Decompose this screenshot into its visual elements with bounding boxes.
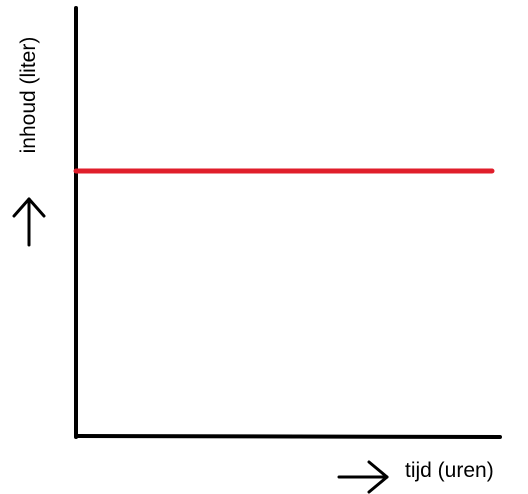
y-axis-arrow-icon <box>12 197 46 247</box>
x-axis-line <box>74 434 502 439</box>
y-axis-label: inhoud (liter) <box>17 36 40 154</box>
x-axis-arrow-icon <box>337 460 389 494</box>
x-axis-label: tijd (uren) <box>405 459 494 482</box>
